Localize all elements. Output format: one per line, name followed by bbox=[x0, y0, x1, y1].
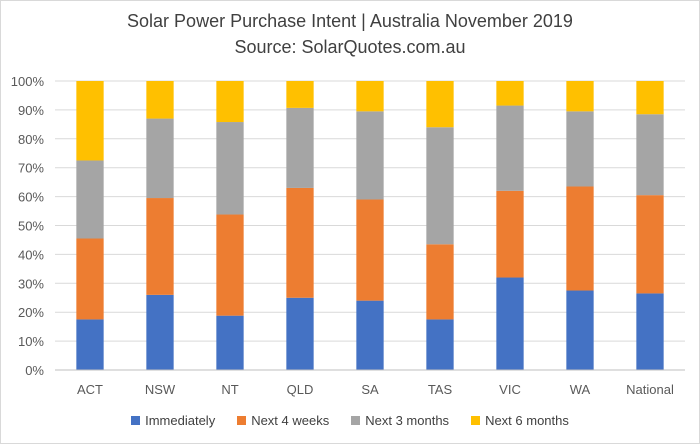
legend-item: Immediately bbox=[131, 413, 215, 428]
x-tick-label: VIC bbox=[499, 382, 521, 397]
y-tick-label: 30% bbox=[18, 276, 44, 291]
bar-segment-national-next-3-months bbox=[636, 114, 664, 196]
legend-item: Next 4 weeks bbox=[237, 413, 329, 428]
legend-swatch bbox=[471, 416, 481, 425]
legend-label: Next 4 weeks bbox=[251, 413, 330, 428]
bar-segment-nsw-next-4-weeks bbox=[146, 198, 174, 295]
bar-segment-tas-next-6-months bbox=[426, 81, 454, 128]
legend-item: Next 3 months bbox=[351, 413, 449, 428]
bar-segment-nt-next-3-months bbox=[216, 122, 244, 215]
legend-label: Next 3 months bbox=[365, 413, 450, 428]
x-tick-label: NSW bbox=[145, 382, 176, 397]
bar-segment-qld-next-4-weeks bbox=[286, 187, 314, 298]
legend-label: Immediately bbox=[145, 413, 216, 428]
bar-segment-tas-next-3-months bbox=[426, 127, 454, 245]
bar-segment-act-next-4-weeks bbox=[76, 238, 104, 320]
chart-title: Solar Power Purchase Intent | Australia … bbox=[127, 11, 573, 31]
x-tick-label: WA bbox=[570, 382, 591, 397]
y-tick-label: 10% bbox=[18, 334, 44, 349]
chart-subtitle: Source: SolarQuotes.com.au bbox=[234, 37, 466, 57]
y-tick-label: 0% bbox=[25, 363, 44, 378]
legend-label: Next 6 months bbox=[485, 413, 569, 428]
legend-item: Next 6 months bbox=[471, 413, 569, 428]
y-tick-label: 90% bbox=[18, 103, 44, 118]
bar-segment-qld-next-3-months bbox=[286, 107, 314, 188]
legend: Immediately Next 4 weeks Next 3 months Next… bbox=[1, 413, 699, 428]
bar-segment-nt-next-4-weeks bbox=[216, 214, 244, 316]
bar-segment-tas-next-4-weeks bbox=[426, 244, 454, 320]
x-tick-label: ACT bbox=[77, 382, 103, 397]
bar-segment-vic-immediately bbox=[496, 277, 524, 370]
bar-segment-vic-next-4-weeks bbox=[496, 190, 524, 278]
bar-segment-wa-next-6-months bbox=[566, 81, 594, 112]
bar-segment-nsw-next-3-months bbox=[146, 118, 174, 199]
bar-segment-qld-next-6-months bbox=[286, 81, 314, 108]
bar-segment-nt-next-6-months bbox=[216, 81, 244, 123]
legend-swatch bbox=[351, 416, 361, 425]
legend-swatch bbox=[237, 416, 247, 425]
legend-swatch bbox=[131, 416, 141, 425]
y-tick-label: 80% bbox=[18, 132, 44, 147]
bar-segment-vic-next-6-months bbox=[496, 81, 524, 106]
bar-segment-national-next-6-months bbox=[636, 81, 664, 115]
bar-segment-vic-next-3-months bbox=[496, 105, 524, 191]
bar-segment-wa-immediately bbox=[566, 290, 594, 370]
bar-segment-nsw-immediately bbox=[146, 294, 174, 370]
y-tick-label: 50% bbox=[18, 219, 44, 234]
x-tick-label: TAS bbox=[428, 382, 453, 397]
y-tick-label: 40% bbox=[18, 247, 44, 262]
bar-segment-wa-next-4-weeks bbox=[566, 186, 594, 291]
bar-segment-act-next-6-months bbox=[76, 81, 104, 161]
bar-segment-tas-immediately bbox=[426, 319, 454, 370]
bar-segment-sa-immediately bbox=[356, 300, 384, 370]
y-tick-label: 70% bbox=[18, 161, 44, 176]
x-tick-label: SA bbox=[361, 382, 379, 397]
bar-segment-national-immediately bbox=[636, 293, 664, 370]
bar-segment-nsw-next-6-months bbox=[146, 81, 174, 119]
bar-segment-sa-next-6-months bbox=[356, 81, 384, 112]
bar-segment-act-next-3-months bbox=[76, 160, 104, 239]
bar-segment-act-immediately bbox=[76, 319, 104, 370]
bar-segment-sa-next-4-weeks bbox=[356, 199, 384, 301]
bar-segment-nt-immediately bbox=[216, 315, 244, 370]
bar-segment-qld-immediately bbox=[286, 297, 314, 370]
x-tick-label: National bbox=[626, 382, 674, 397]
y-tick-label: 60% bbox=[18, 190, 44, 205]
x-tick-label: NT bbox=[221, 382, 238, 397]
bar-segment-national-next-4-weeks bbox=[636, 195, 664, 294]
x-tick-label: QLD bbox=[287, 382, 314, 397]
bar-segment-sa-next-3-months bbox=[356, 111, 384, 200]
y-tick-label: 100% bbox=[11, 74, 45, 89]
y-tick-label: 20% bbox=[18, 305, 44, 320]
bar-segment-wa-next-3-months bbox=[566, 111, 594, 187]
